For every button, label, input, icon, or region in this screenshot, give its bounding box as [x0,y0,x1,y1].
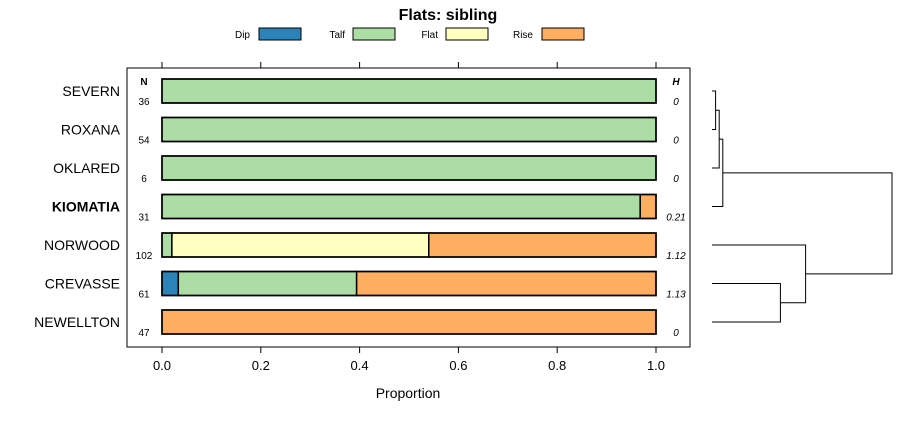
bar-row-newellton: NEWELLTON 47 0 [34,309,679,339]
legend-label-dip: Dip [235,30,250,41]
bar-segment-talf [161,78,657,104]
x-tick-label: 0.0 [153,358,171,373]
n-value: 54 [138,136,150,147]
dendrogram-link [712,283,781,323]
bar-segment-talf [161,232,173,258]
n-value: 102 [136,251,153,262]
x-tick-label: 0.6 [449,358,467,373]
dendrogram-link [712,90,717,130]
bar-segment-talf [177,270,358,297]
bar-segment-rise [355,270,657,297]
dendrogram [712,90,893,323]
x-axis-label: Proportion [376,385,441,401]
h-value: 0 [673,97,679,108]
bar-outline [161,78,657,104]
dendrogram-link [722,172,893,275]
bar-outline [161,155,657,181]
bar-row-oklared: OKLARED 6 0 [53,155,679,185]
h-value: 0 [673,136,679,147]
x-tick-label: 0.8 [548,358,566,373]
legend-swatch-talf [352,27,396,41]
h-column-header: H [672,77,680,88]
chart-title: Flats: sibling [399,7,498,24]
x-tick-label: 0.4 [351,358,369,373]
bar-segment-flat [171,232,430,258]
bar-segment-talf [161,155,657,181]
n-column-header: N [140,77,147,88]
h-value: 0 [673,174,679,185]
bar-outline [161,116,657,143]
legend-label-talf: Talf [329,30,345,41]
n-value: 31 [138,213,150,224]
bar-segment-talf [161,193,641,220]
h-value: 1.13 [666,290,686,301]
legend-swatch-dip [258,27,302,41]
category-label: OKLARED [53,160,120,176]
category-label: ROXANA [61,122,121,138]
bar-row-roxana: ROXANA 54 0 [61,116,679,147]
category-label: NEWELLTON [34,314,120,330]
bar-row-norwood: NORWOOD 102 1.12 [44,232,686,262]
bar-rows: SEVERN 36 0 ROXANA 54 0 OKLARED 6 0 KIOMATIA 31 0.2… [34,78,686,339]
legend-label-rise: Rise [513,30,533,41]
n-value: 47 [138,328,150,339]
h-value: 0 [673,328,679,339]
category-label: CREVASSE [45,276,120,292]
bar-outline [161,193,657,220]
legend: Dip Talf Flat Rise [235,27,585,41]
bar-segment-rise [639,193,657,220]
top-axis-ticks [161,62,657,68]
bar-row-kiomatia: KIOMATIA 31 0.21 [52,193,686,224]
legend-swatch-flat [445,27,489,41]
bar-segment-dip [161,270,180,297]
bar-segment-talf [161,116,657,143]
n-value: 61 [138,290,150,301]
h-value: 0.21 [666,213,685,224]
category-label: SEVERN [62,83,120,99]
n-value: 36 [138,97,150,108]
bottom-axis: 0.0 0.2 0.4 0.6 0.8 1.0 [153,347,665,373]
dendrogram-link [712,244,807,304]
legend-label-flat: Flat [421,30,438,41]
h-value: 1.12 [666,251,686,262]
legend-swatch-rise [541,27,585,41]
bar-outline [161,270,657,297]
bar-row-severn: SEVERN 36 0 [62,78,679,108]
category-label: NORWOOD [44,237,120,253]
x-tick-label: 1.0 [647,358,665,373]
dendrogram-link [712,138,724,207]
x-tick-label: 0.2 [252,358,270,373]
bar-segment-rise [161,309,657,335]
category-label: KIOMATIA [52,199,120,215]
bar-outline [161,232,657,258]
bar-segment-rise [428,232,657,258]
plot-panel [126,67,691,348]
bar-outline [161,309,657,335]
bar-row-crevasse: CREVASSE 61 1.13 [45,270,686,301]
n-value: 6 [141,174,147,185]
